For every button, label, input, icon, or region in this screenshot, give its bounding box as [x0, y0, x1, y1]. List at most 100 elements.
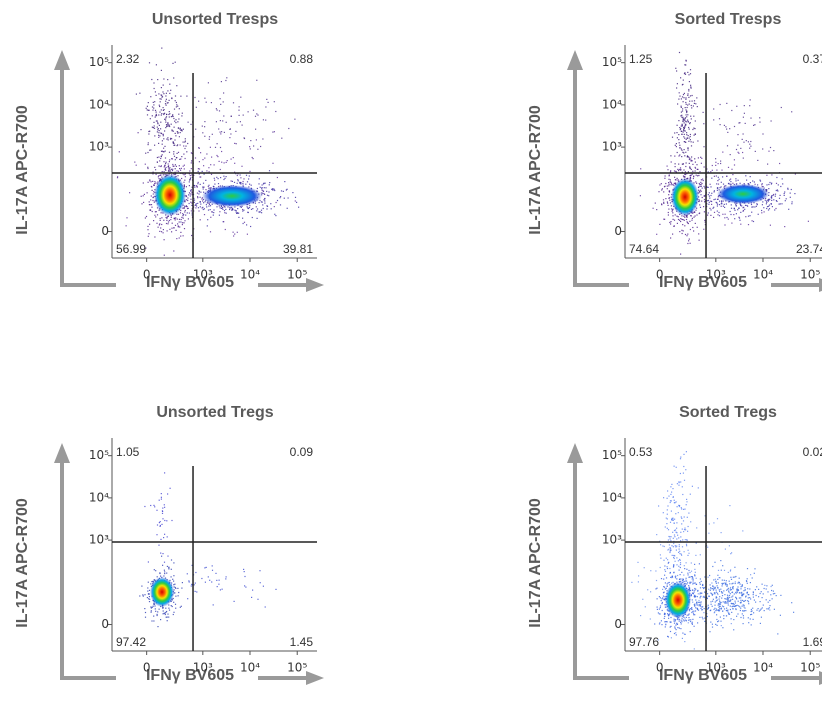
- event: [257, 114, 259, 116]
- event: [728, 594, 731, 597]
- event: [699, 605, 702, 607]
- y-tick-label: 10⁵: [89, 55, 109, 69]
- y-tick-label: 10⁴: [602, 490, 622, 504]
- event: [184, 176, 186, 178]
- event: [719, 200, 721, 202]
- event: [684, 581, 686, 583]
- event: [710, 186, 712, 188]
- event: [708, 588, 710, 590]
- event: [170, 116, 172, 118]
- event: [261, 184, 263, 186]
- event: [757, 184, 759, 186]
- event: [191, 212, 193, 214]
- event: [207, 209, 210, 211]
- event: [661, 203, 663, 205]
- event: [688, 576, 690, 578]
- event: [150, 181, 152, 183]
- event: [190, 162, 192, 164]
- event: [689, 582, 691, 585]
- event: [168, 168, 170, 170]
- event: [161, 47, 163, 49]
- event: [154, 101, 156, 103]
- event: [676, 618, 678, 621]
- event: [162, 507, 164, 509]
- event: [153, 603, 156, 605]
- event: [668, 197, 670, 199]
- event: [689, 576, 691, 578]
- event: [265, 119, 267, 121]
- event: [737, 600, 739, 602]
- y-axis-label: IL-17A APC-R700: [14, 105, 31, 235]
- event: [679, 458, 682, 460]
- event: [188, 194, 190, 196]
- event: [190, 201, 192, 203]
- event: [769, 181, 771, 184]
- event: [727, 131, 729, 133]
- event: [678, 139, 680, 141]
- event: [205, 566, 207, 568]
- event: [168, 173, 170, 175]
- event: [694, 589, 696, 591]
- event: [771, 197, 773, 199]
- event: [677, 574, 679, 577]
- event: [242, 208, 244, 211]
- event: [746, 592, 748, 594]
- event: [685, 64, 687, 66]
- event: [779, 162, 781, 165]
- event: [680, 98, 682, 100]
- event: [689, 228, 691, 231]
- event: [721, 201, 723, 203]
- event: [699, 185, 701, 187]
- event: [182, 141, 184, 143]
- x-tick-label: 10³: [193, 661, 213, 675]
- event: [735, 575, 737, 578]
- event: [669, 547, 671, 549]
- event: [691, 576, 693, 578]
- event: [126, 217, 128, 219]
- event: [773, 199, 775, 201]
- event: [668, 190, 670, 192]
- event: [175, 122, 177, 124]
- event: [707, 607, 709, 609]
- event: [154, 214, 156, 216]
- event: [704, 591, 706, 593]
- event: [234, 162, 236, 164]
- event: [720, 607, 723, 609]
- event: [249, 170, 251, 172]
- event: [171, 158, 173, 160]
- event: [770, 120, 772, 122]
- event: [745, 610, 747, 612]
- event: [734, 581, 736, 583]
- event: [180, 605, 182, 607]
- event: [167, 221, 170, 223]
- event: [262, 585, 264, 587]
- event: [217, 183, 220, 185]
- event: [670, 237, 672, 239]
- event: [683, 133, 685, 135]
- event: [675, 632, 677, 634]
- event: [225, 121, 227, 123]
- event: [207, 219, 209, 221]
- event: [660, 578, 663, 580]
- event: [778, 203, 780, 205]
- event: [689, 122, 691, 124]
- event: [170, 605, 172, 607]
- event: [756, 586, 758, 588]
- event: [163, 161, 165, 163]
- event: [706, 200, 708, 202]
- event: [172, 168, 174, 170]
- x-tick-label: 0: [143, 661, 151, 675]
- event: [664, 177, 666, 179]
- event: [703, 166, 705, 168]
- event: [715, 175, 717, 177]
- event: [726, 597, 728, 599]
- event: [152, 193, 154, 195]
- event: [716, 210, 718, 212]
- event: [728, 590, 730, 592]
- event: [732, 605, 734, 607]
- event: [186, 206, 188, 208]
- event: [184, 140, 186, 142]
- event: [667, 214, 669, 216]
